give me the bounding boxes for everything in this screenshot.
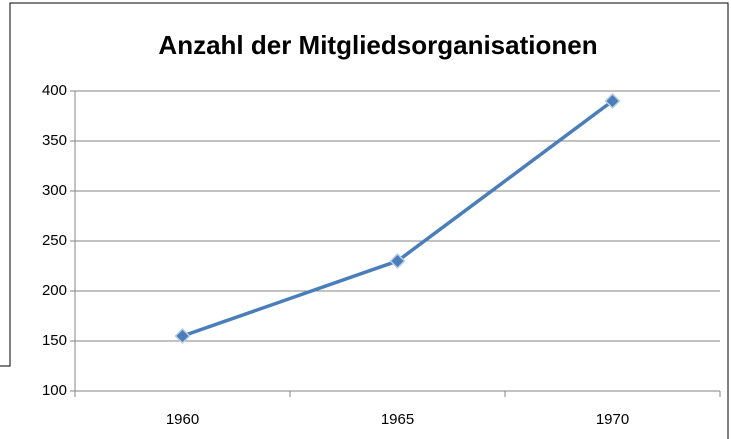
x-tick-label: 1960 — [166, 411, 199, 428]
x-tick-label: 1965 — [381, 411, 414, 428]
marker — [174, 327, 191, 345]
y-tick-label: 150 — [42, 332, 67, 349]
line — [181, 99, 614, 338]
y-tick-label: 250 — [42, 232, 67, 249]
y-tick-label: 400 — [42, 82, 67, 99]
y-tick-label: 300 — [42, 182, 67, 199]
y-tick-label: 350 — [42, 132, 67, 149]
x-tick-label: 1970 — [596, 411, 629, 428]
y-tick-label: 100 — [42, 382, 67, 399]
marker — [389, 252, 406, 270]
y-tick-label: 200 — [42, 282, 67, 299]
chart-title: Anzahl der Mitgliedsorganisationen — [158, 30, 597, 60]
marker — [604, 92, 621, 110]
